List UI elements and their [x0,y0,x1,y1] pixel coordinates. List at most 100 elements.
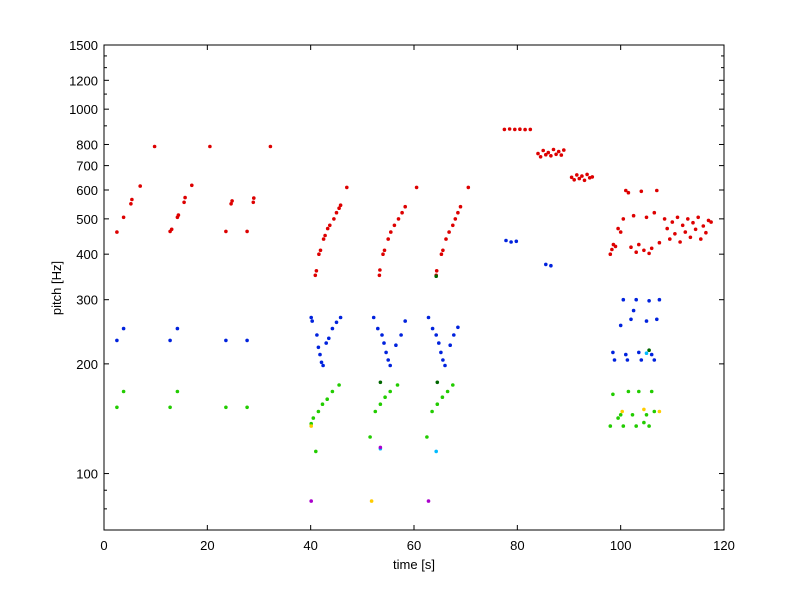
data-point [445,389,450,394]
data-point [439,350,443,355]
data-point [190,183,194,188]
data-point [378,402,383,407]
data-point [562,148,566,152]
data-point [321,363,325,368]
data-point [451,383,455,387]
data-point [673,232,677,236]
data-point [403,319,408,323]
data-point [138,184,142,188]
data-point [514,239,519,244]
data-point [701,224,706,228]
data-point [314,449,318,454]
y-tick-label: 400 [76,247,98,262]
data-point [314,269,319,273]
data-point [502,127,507,132]
data-point [652,210,657,215]
data-point [384,350,388,355]
data-point [377,273,382,278]
data-point [245,405,249,410]
data-point [309,499,314,503]
data-point [665,226,669,231]
data-point [637,389,641,394]
data-point [448,343,453,348]
y-tick-label: 600 [76,183,98,198]
data-point [389,230,393,234]
data-point [549,263,553,268]
data-point [456,210,460,215]
data-point [649,246,654,251]
y-tick-label: 1200 [69,73,98,88]
data-point [334,320,339,325]
data-point [378,445,383,450]
y-tick-label: 500 [76,212,98,227]
data-point [444,237,448,241]
data-point [621,217,626,221]
data-point [456,325,460,330]
data-point [634,297,638,302]
data-point [323,233,327,238]
data-point [434,333,439,337]
data-point [678,240,682,244]
data-point [175,389,180,394]
data-point [631,213,636,218]
data-point [394,343,398,348]
x-tick-label: 20 [200,538,214,553]
data-point [668,237,672,241]
data-point [332,217,336,221]
y-axis-label: pitch [Hz] [49,261,64,315]
data-point [647,251,651,256]
data-point [328,223,332,228]
data-point [693,227,698,232]
data-point [169,227,174,232]
data-point [386,237,391,241]
data-point [644,319,649,323]
data-point [403,204,408,209]
data-point [441,248,445,253]
data-point [380,333,384,337]
data-point [559,153,564,157]
plot-area-background [104,45,724,530]
data-point [430,409,434,414]
x-axis-label: time [s] [393,557,435,572]
data-point [317,252,321,256]
data-point [175,326,180,331]
data-point [621,297,626,302]
data-point [316,345,321,350]
data-point [447,230,451,234]
data-point [611,350,615,355]
data-point [439,252,444,256]
data-point [709,220,713,224]
data-point [536,151,540,156]
data-point [378,380,383,385]
data-point [618,323,623,328]
data-point [229,202,233,206]
data-point [338,315,343,320]
data-point [634,424,638,428]
y-tick-label: 300 [76,293,98,308]
data-point [313,273,318,278]
data-point [538,155,543,159]
data-point [621,424,626,428]
data-point [616,416,620,420]
data-point [338,203,343,207]
data-point [224,338,228,343]
data-point [626,190,631,195]
y-tick-label: 100 [76,467,98,482]
data-point [130,197,134,202]
data-point [324,341,329,345]
data-point [637,242,641,247]
data-point [637,350,641,355]
data-point [634,250,638,254]
data-point [613,244,618,249]
data-point [381,252,385,256]
data-point [376,326,380,331]
data-point [657,240,662,245]
data-point [168,405,172,410]
data-point [337,206,341,210]
data-point [699,237,703,241]
data-point [230,199,234,203]
data-point [430,326,435,331]
data-point [554,152,558,157]
data-point [121,326,126,331]
data-point [662,217,667,221]
